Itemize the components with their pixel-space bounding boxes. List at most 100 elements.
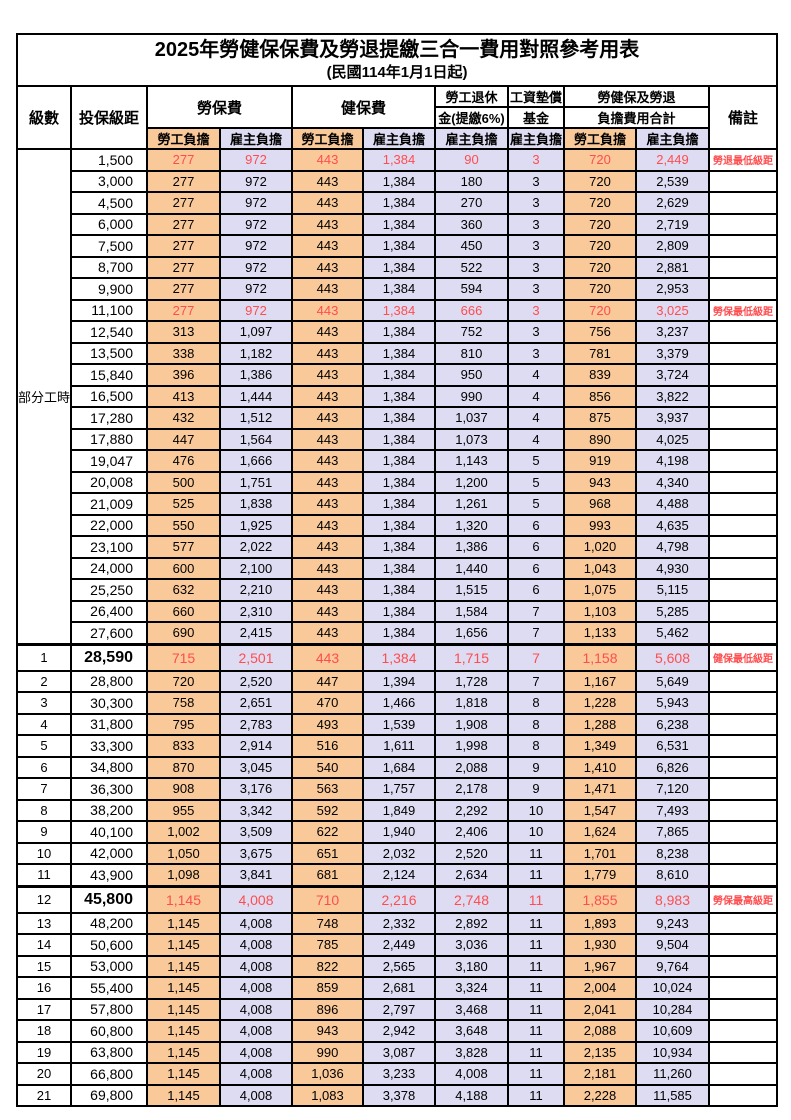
level-cell: 1 — [16, 643, 72, 672]
labor-employee-cell: 396 — [146, 363, 221, 387]
wage-fund-employer-cell: 3 — [507, 277, 565, 301]
table-row: 11 43,900 1,098 3,841 681 2,124 2,634 11 1,779 8,… — [16, 863, 779, 887]
bracket-cell: 9,900 — [70, 277, 148, 301]
remark-cell — [707, 1062, 779, 1086]
health-employer-cell: 1,849 — [362, 798, 436, 822]
labor-employer-cell: 972 — [219, 191, 293, 215]
bracket-cell: 45,800 — [70, 885, 148, 914]
pension-employer-cell: 3,324 — [434, 976, 509, 1000]
wage-fund-employer-cell: 9 — [507, 777, 565, 801]
health-employer-cell: 1,384 — [362, 298, 436, 322]
health-employee-cell: 443 — [291, 169, 364, 193]
total-employee-cell: 720 — [563, 255, 637, 279]
remark-cell — [707, 363, 779, 387]
level-cell: 17 — [16, 997, 72, 1021]
pension-employer-cell: 2,520 — [434, 841, 509, 865]
remark-cell — [707, 1040, 779, 1064]
health-employee-cell: 443 — [291, 556, 364, 580]
bracket-cell: 17,880 — [70, 427, 148, 451]
health-employer-cell: 2,449 — [362, 933, 436, 957]
health-employer-cell: 3,378 — [362, 1083, 436, 1107]
health-employer-cell: 2,942 — [362, 1019, 436, 1043]
total-employer-cell: 3,025 — [635, 298, 710, 322]
wage-fund-employer-cell: 3 — [507, 191, 565, 215]
table-row: 15 53,000 1,145 4,008 822 2,565 3,180 11 1,967 9,… — [16, 954, 779, 978]
remark-cell — [707, 599, 779, 623]
wage-fund-employer-cell: 3 — [507, 234, 565, 258]
remark-cell — [707, 470, 779, 494]
health-employee-cell: 443 — [291, 621, 364, 645]
labor-employer-cell: 3,509 — [219, 820, 293, 844]
pension-employer-cell: 666 — [434, 298, 509, 322]
health-employer-cell: 1,384 — [362, 535, 436, 559]
labor-employer-cell: 3,675 — [219, 841, 293, 865]
table-row: 11,100 277 972 443 1,384 666 3 720 3,025 勞保最低級距 — [17, 298, 779, 322]
health-employee-cell: 859 — [291, 976, 364, 1000]
bracket-cell: 36,300 — [70, 777, 148, 801]
total-employer-cell: 4,635 — [635, 513, 710, 537]
total-employee-cell: 1,779 — [563, 863, 637, 887]
labor-employee-cell: 277 — [146, 191, 221, 215]
bracket-cell: 30,300 — [70, 691, 148, 715]
labor-employee-cell: 500 — [146, 470, 221, 494]
level-cell: 21 — [16, 1083, 72, 1107]
subheader-fund-employer: 雇主負擔 — [507, 127, 565, 150]
health-employer-cell: 1,384 — [362, 599, 436, 623]
wage-fund-employer-cell: 8 — [507, 712, 565, 736]
labor-employer-cell: 1,751 — [219, 470, 293, 494]
pension-employer-cell: 594 — [434, 277, 509, 301]
remark-cell — [707, 734, 779, 758]
total-employee-cell: 1,349 — [563, 734, 637, 758]
wage-fund-employer-cell: 4 — [507, 427, 565, 451]
bracket-cell: 28,590 — [70, 643, 148, 672]
health-employer-cell: 1,940 — [362, 820, 436, 844]
page-title: 2025年勞健保保費及勞退提繳三合一費用對照參考用表 — [154, 39, 640, 61]
total-employer-cell: 8,610 — [635, 863, 710, 887]
level-cell: 10 — [16, 841, 72, 865]
title-cell: 2025年勞健保保費及勞退提繳三合一費用對照參考用表 (民國114年1月1日起) — [15, 33, 779, 87]
title-row: 2025年勞健保保費及勞退提繳三合一費用對照參考用表 (民國114年1月1日起) — [15, 33, 779, 87]
wage-fund-employer-cell: 3 — [507, 148, 565, 172]
pension-employer-cell: 180 — [434, 169, 509, 193]
bracket-cell: 28,800 — [70, 669, 148, 693]
health-employer-cell: 2,332 — [362, 911, 436, 935]
total-employee-cell: 1,855 — [563, 885, 637, 914]
header-row-1: 級數 投保級距 勞保費 健保費 勞工退休 工資墊償 勞健保及勞退 備註 — [16, 85, 779, 150]
pension-employer-cell: 3,036 — [434, 933, 509, 957]
total-employer-cell: 3,724 — [635, 363, 710, 387]
table-row: 17 57,800 1,145 4,008 896 2,797 3,468 11 2,041 10… — [16, 997, 779, 1021]
level-cell: 9 — [16, 820, 72, 844]
pension-employer-cell: 1,715 — [434, 643, 509, 672]
remark-cell — [707, 621, 779, 645]
pension-employer-cell: 4,008 — [434, 1062, 509, 1086]
pension-employer-cell: 2,292 — [434, 798, 509, 822]
labor-employee-cell: 277 — [146, 212, 221, 236]
total-employee-cell: 1,930 — [563, 933, 637, 957]
total-employee-cell: 781 — [563, 341, 637, 365]
health-employee-cell: 443 — [291, 449, 364, 473]
pension-employer-cell: 752 — [434, 320, 509, 344]
labor-employer-cell: 4,008 — [219, 1019, 293, 1043]
remark-cell — [707, 277, 779, 301]
total-employee-cell: 720 — [563, 191, 637, 215]
table-row: 6,000 277 972 443 1,384 360 3 720 2,719 — [17, 212, 779, 236]
labor-employer-cell: 2,415 — [219, 621, 293, 645]
table-row: 18 60,800 1,145 4,008 943 2,942 3,648 11 2,088 10… — [16, 1019, 779, 1043]
labor-employee-cell: 1,002 — [146, 820, 221, 844]
labor-employee-cell: 1,145 — [146, 1083, 221, 1107]
labor-employee-cell: 1,145 — [146, 1019, 221, 1043]
wage-fund-employer-cell: 7 — [507, 621, 565, 645]
total-employer-cell: 4,488 — [635, 492, 710, 516]
health-employee-cell: 990 — [291, 1040, 364, 1064]
total-employer-cell: 3,822 — [635, 384, 710, 408]
labor-employee-cell: 660 — [146, 599, 221, 623]
health-employee-cell: 1,036 — [291, 1062, 364, 1086]
labor-employee-cell: 758 — [146, 691, 221, 715]
total-employee-cell: 890 — [563, 427, 637, 451]
table-row: 27,600 690 2,415 443 1,384 1,656 7 1,133 5,462 — [17, 621, 779, 645]
total-employee-cell: 1,075 — [563, 578, 637, 602]
health-employee-cell: 443 — [291, 384, 364, 408]
wage-fund-employer-cell: 5 — [507, 492, 565, 516]
level-cell: 7 — [16, 777, 72, 801]
wage-fund-employer-cell: 3 — [507, 212, 565, 236]
